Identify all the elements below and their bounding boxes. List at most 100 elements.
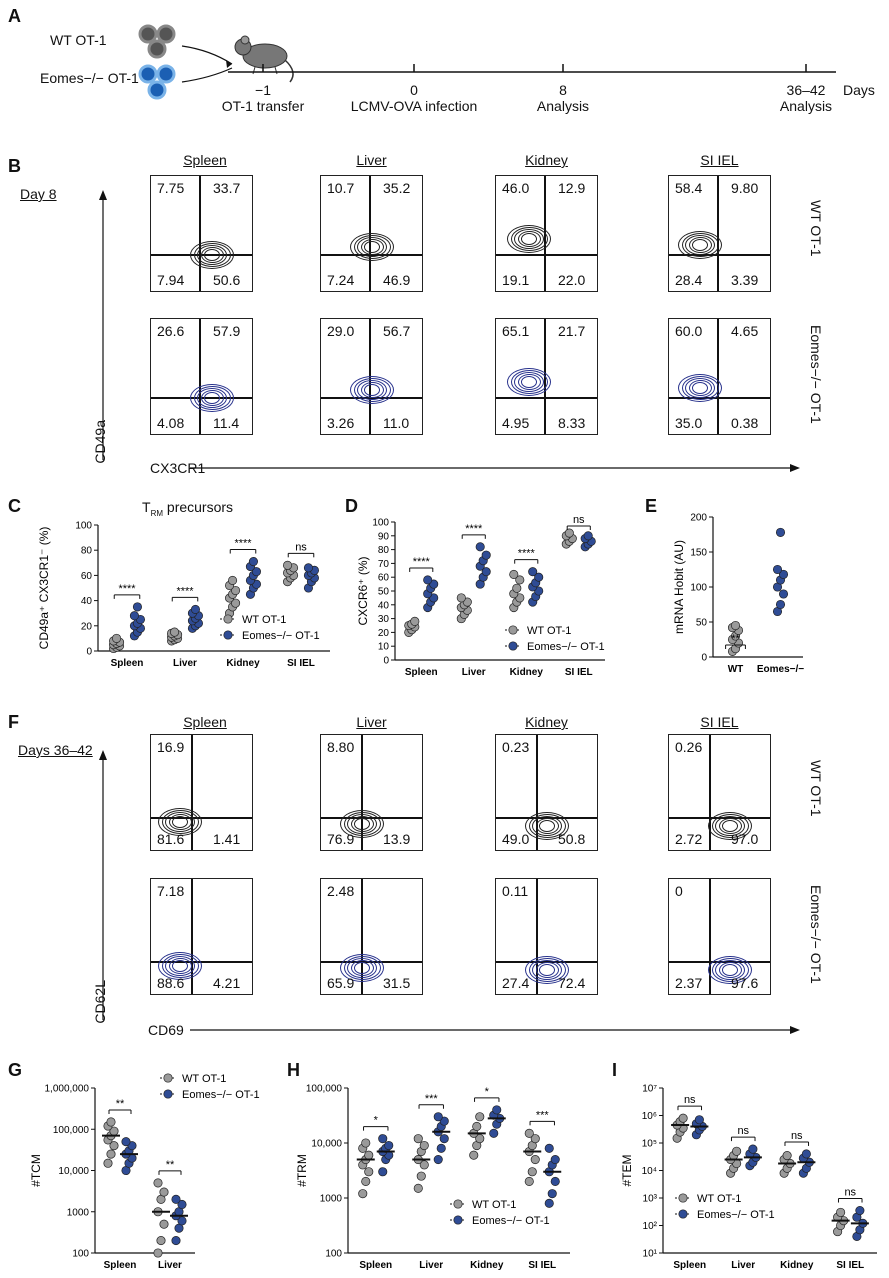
timeline-label-2: LCMV-OVA infection: [350, 98, 478, 114]
gate-vertical: [709, 735, 711, 850]
contour-line: [197, 245, 227, 265]
quadrant-value: 97.6: [731, 975, 759, 991]
gate-horizontal: [669, 397, 770, 399]
quadrant-value: 29.0: [327, 323, 355, 339]
contour-line: [357, 237, 387, 257]
contour-line: [340, 810, 384, 838]
contour-line: [158, 952, 202, 980]
quadrant-value: 4.21: [213, 975, 241, 991]
legend-label: Eomes−/− OT-1: [182, 1089, 260, 1101]
contour-line: [718, 818, 742, 834]
contour-line: [204, 249, 220, 261]
data-point: [106, 1117, 116, 1127]
contour-line: [539, 964, 555, 976]
contour-line: [688, 380, 712, 396]
y-tick-label: 150: [690, 548, 707, 559]
data-point: [248, 556, 258, 567]
b-tissue-liver: Liver: [356, 152, 387, 168]
data-point: [413, 1134, 423, 1144]
chart-i: 10¹ 10² 10³ 10⁴ 10⁵ 10⁶ 10⁷ #TEM Spleen ns Liver ns…: [620, 1084, 877, 1271]
contour-line: [525, 956, 569, 984]
quadrant-value: 65.1: [502, 323, 530, 339]
legend-label: WT OT-1: [242, 614, 286, 626]
contour-line: [353, 235, 391, 259]
y-tick-label: 20: [378, 628, 390, 639]
data-point: [361, 1138, 371, 1148]
data-point: [109, 1141, 119, 1151]
data-point: [171, 1194, 181, 1204]
data-point: [564, 528, 574, 538]
contour-line: [510, 227, 548, 251]
b-eomes-plot-3: 60.0 4.65 35.0 0.38: [668, 318, 771, 435]
quadrant-value: 21.7: [558, 323, 586, 339]
quadrant-value: 0.38: [731, 415, 759, 431]
category-label: Kidney: [510, 667, 544, 678]
gate-vertical: [717, 319, 719, 434]
chart-h: 100 1000 10,000 100,000 #TRM Spleen * Liver *** K…: [295, 1084, 570, 1271]
legend-marker: [508, 641, 518, 651]
category-label: Spleen: [673, 1260, 706, 1271]
data-point: [775, 527, 786, 537]
gate-horizontal: [669, 254, 770, 256]
data-point: [475, 542, 485, 552]
contour-line: [514, 372, 544, 392]
quadrant-value: 2.72: [675, 831, 703, 847]
quadrant-value: 13.9: [383, 831, 411, 847]
data-point: [153, 1248, 163, 1258]
data-point: [475, 1112, 485, 1122]
chart-d: 0 10 20 30 40 50 60 70 80 90 100 CXCR6⁺ (%) Spleen **…: [356, 514, 605, 678]
contour-line: [165, 812, 195, 832]
data-point: [475, 1134, 485, 1144]
timeline-day-3: 8: [559, 82, 567, 98]
wt-ot1-label: WT OT-1: [50, 32, 107, 48]
contour-line: [678, 374, 722, 402]
data-point: [106, 1149, 116, 1159]
significance-label: *: [485, 1086, 490, 1098]
contour-line: [172, 960, 188, 972]
f-eomes-plot-2: 0.11 27.4 72.4: [495, 878, 598, 995]
data-point: [153, 1178, 163, 1188]
contour-line: [685, 378, 715, 398]
legend-label: WT OT-1: [182, 1073, 226, 1085]
contour-line: [722, 820, 738, 832]
data-point: [456, 593, 466, 603]
contour-line: [347, 958, 377, 978]
data-point: [515, 575, 525, 585]
category-label: SI IEL: [836, 1260, 864, 1271]
contour-line: [718, 962, 742, 978]
y-tick-label: 10,000: [311, 1139, 342, 1150]
quadrant-value: 7.18: [157, 883, 185, 899]
significance-label: ****: [413, 556, 431, 568]
wt-cells-icon: [138, 24, 176, 59]
data-point: [528, 567, 538, 577]
b-wt-plot-0: 7.75 33.7 7.94 50.6: [150, 175, 253, 292]
data-point: [364, 1150, 374, 1160]
contour-line: [350, 376, 394, 404]
timeline-axis: [228, 64, 836, 73]
significance-label: **: [116, 1098, 125, 1110]
f-eomes-plot-1: 2.48 65.9 31.5: [320, 878, 423, 995]
y-tick-label: 80: [378, 545, 390, 556]
data-point: [303, 563, 313, 573]
contour-line: [161, 810, 199, 834]
significance-label: ns: [844, 1187, 856, 1199]
contour-line: [517, 374, 541, 390]
data-point: [413, 1183, 423, 1193]
f-y-axis-label: CD62L: [92, 980, 108, 1024]
panel-c-letter: C: [8, 496, 21, 516]
data-point: [171, 1236, 181, 1246]
category-label: SI IEL: [528, 1260, 556, 1271]
quadrant-value: 8.33: [558, 415, 586, 431]
f-wt-plot-0: 16.9 81.6 1.41: [150, 734, 253, 851]
category-label: Spleen: [104, 1260, 137, 1271]
data-point: [775, 599, 786, 610]
contour-line: [347, 814, 377, 834]
y-tick-label: 10⁶: [642, 1111, 657, 1122]
contour-line: [343, 956, 381, 980]
data-point: [534, 572, 544, 582]
f-tissue-si-iel: SI IEL: [700, 714, 739, 730]
data-point: [361, 1176, 371, 1186]
significance-label: ****: [518, 548, 536, 560]
y-tick-label: 1000: [67, 1207, 90, 1218]
category-label: Liver: [173, 658, 197, 669]
